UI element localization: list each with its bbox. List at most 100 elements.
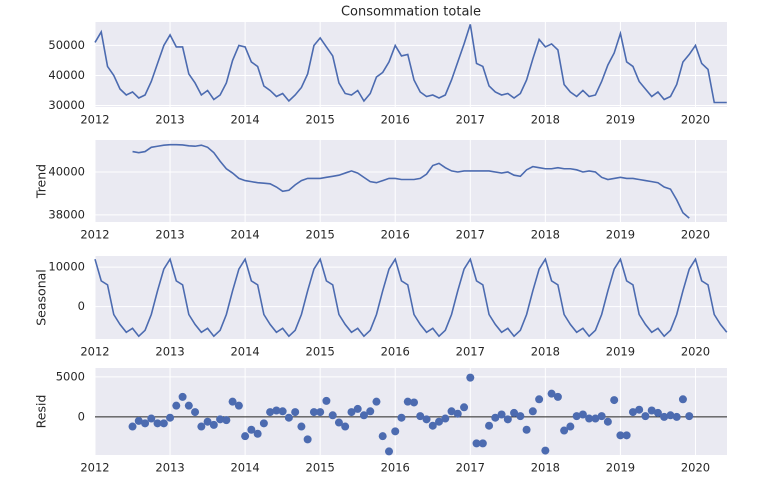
point: [553, 392, 562, 401]
point: [316, 408, 325, 417]
point: [472, 439, 481, 448]
point: [628, 408, 637, 417]
point: [178, 392, 187, 401]
x-tick-label: 2013: [155, 461, 184, 475]
point: [197, 422, 206, 431]
point: [322, 396, 331, 405]
x-tick-label: 2015: [306, 113, 335, 127]
point: [441, 414, 450, 423]
y-tick-label: 0: [78, 409, 85, 423]
y-tick-label: 50000: [48, 38, 85, 52]
point: [141, 419, 150, 428]
point: [503, 415, 512, 424]
y-tick-label: 10000: [48, 260, 85, 274]
point: [259, 419, 268, 428]
point: [541, 446, 550, 455]
point: [416, 412, 425, 421]
x-tick-label: 2014: [230, 345, 259, 359]
x-tick-label: 2017: [456, 345, 485, 359]
x-tick-label: 2016: [381, 113, 410, 127]
point: [234, 401, 243, 410]
point: [666, 411, 675, 420]
point: [678, 395, 687, 404]
point: [660, 412, 669, 421]
point: [391, 427, 400, 436]
x-tick-label: 2013: [155, 113, 184, 127]
x-tick-label: 2015: [306, 461, 335, 475]
x-tick-label: 2012: [80, 461, 109, 475]
x-tick-label: 2018: [531, 461, 560, 475]
point: [603, 417, 612, 426]
point: [366, 407, 375, 416]
plot-background: [95, 140, 727, 222]
x-tick-label: 2020: [681, 461, 710, 475]
point: [447, 407, 456, 416]
point: [641, 412, 650, 421]
point: [560, 426, 569, 435]
point: [184, 401, 193, 410]
plot-background: [95, 368, 727, 455]
point: [303, 435, 312, 444]
y-tick-label: 38000: [48, 207, 85, 221]
x-tick-label: 2012: [80, 113, 109, 127]
point: [247, 425, 256, 434]
y-tick-label: 5000: [56, 369, 85, 383]
x-tick-label: 2016: [381, 228, 410, 242]
series-line: [94, 257, 728, 338]
x-tick-label: 2019: [606, 228, 635, 242]
y-tick-label: 40000: [48, 164, 85, 178]
point: [460, 403, 469, 412]
point: [159, 419, 168, 428]
point: [172, 401, 181, 410]
point: [635, 405, 644, 414]
x-tick-label: 2014: [230, 461, 259, 475]
point: [578, 410, 587, 419]
point: [309, 408, 318, 417]
point: [528, 407, 537, 416]
point: [622, 431, 631, 440]
point: [297, 422, 306, 431]
point: [134, 416, 143, 425]
point: [216, 415, 225, 424]
x-tick-label: 2019: [606, 461, 635, 475]
y-axis-label: Seasonal: [34, 269, 49, 326]
point: [497, 410, 506, 419]
point: [428, 421, 437, 430]
x-tick-label: 2015: [306, 228, 335, 242]
x-tick-label: 2020: [681, 113, 710, 127]
point: [466, 373, 475, 382]
point: [291, 408, 300, 417]
x-tick-label: 2016: [381, 461, 410, 475]
x-tick-label: 2012: [80, 345, 109, 359]
point: [334, 418, 343, 427]
point: [597, 412, 606, 421]
point: [272, 406, 281, 415]
y-axis-label: Resid: [34, 395, 49, 429]
x-tick-label: 2019: [606, 345, 635, 359]
series-line: [94, 24, 727, 104]
x-tick-label: 2012: [80, 228, 109, 242]
x-tick-label: 2016: [381, 345, 410, 359]
point: [591, 414, 600, 423]
point: [516, 412, 525, 421]
point: [572, 412, 581, 421]
point: [153, 419, 162, 428]
x-tick-label: 2017: [456, 228, 485, 242]
point: [359, 411, 368, 420]
point: [647, 406, 656, 415]
chart-title: Consommation totale: [341, 5, 481, 20]
point: [403, 397, 412, 406]
point: [266, 408, 275, 417]
x-tick-label: 2018: [531, 113, 560, 127]
y-tick-label: 40000: [48, 68, 85, 82]
x-tick-label: 2014: [230, 113, 259, 127]
point: [522, 425, 531, 434]
point: [485, 421, 494, 430]
x-tick-label: 2019: [606, 113, 635, 127]
point: [353, 404, 362, 413]
point: [166, 413, 175, 422]
point: [547, 389, 556, 398]
point: [347, 408, 356, 417]
x-tick-label: 2013: [155, 228, 184, 242]
